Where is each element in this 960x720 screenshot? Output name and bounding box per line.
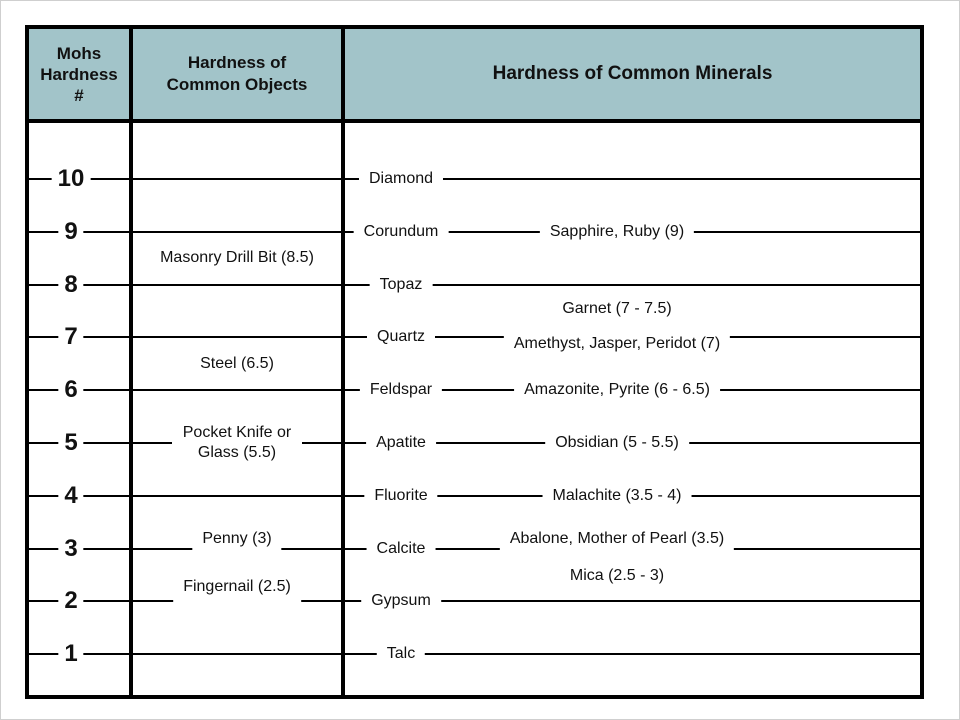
object-label: Penny (3) xyxy=(192,529,282,561)
related-mineral-label: Amazonite, Pyrite (6 - 6.5) xyxy=(514,380,720,401)
scale-tick-label: 4 xyxy=(58,482,84,509)
scale-tick-label: 1 xyxy=(58,641,84,668)
hardness-level-line xyxy=(29,283,920,286)
hardness-level-line xyxy=(29,653,920,656)
mineral-label: Quartz xyxy=(366,327,436,348)
header-common-objects: Hardness of Common Objects xyxy=(133,29,345,119)
scale-tick-label: 7 xyxy=(58,324,84,351)
scale-tick-label: 2 xyxy=(58,588,84,615)
hardness-level-line xyxy=(29,547,920,550)
mineral-label: Gypsum xyxy=(361,591,441,612)
related-mineral-label: Amethyst, Jasper, Peridot (7) xyxy=(503,334,731,354)
mineral-label: Corundum xyxy=(353,221,449,242)
related-mineral-label: Sapphire, Ruby (9) xyxy=(539,221,695,242)
header-common-minerals: Hardness of Common Minerals xyxy=(492,63,773,84)
mineral-label: Fluorite xyxy=(364,485,438,506)
chart-area: 10 9 8 7 6 5 4 3 2 1 Masonry Drill Bit (8.5) Steel … xyxy=(29,123,920,695)
hardness-level-line xyxy=(29,600,920,603)
scale-tick-label: 9 xyxy=(58,218,84,245)
header-row: Mohs Hardness # Hardness of Common Objec… xyxy=(29,29,920,123)
mineral-label: Apatite xyxy=(366,433,436,453)
related-mineral-label: Malachite (3.5 - 4) xyxy=(542,485,692,506)
hardness-level-line xyxy=(29,230,920,233)
object-label: Pocket Knife or Glass (5.5) xyxy=(172,423,302,463)
related-mineral-label: Garnet (7 - 7.5) xyxy=(552,299,682,319)
mineral-label: Feldspar xyxy=(359,380,443,401)
column-divider-scale-objects xyxy=(129,123,133,695)
scale-tick-label: 8 xyxy=(58,271,84,298)
object-label: Fingernail (2.5) xyxy=(173,577,301,609)
mineral-label: Diamond xyxy=(358,169,444,189)
object-label: Steel (6.5) xyxy=(190,354,284,374)
hardness-level-line xyxy=(29,178,920,180)
mineral-label: Topaz xyxy=(369,274,433,295)
column-divider-objects-minerals xyxy=(341,123,345,695)
scale-tick-label: 6 xyxy=(58,377,84,404)
chart-table: Mohs Hardness # Hardness of Common Objec… xyxy=(25,25,924,699)
scale-tick-label: 5 xyxy=(58,430,84,456)
related-mineral-label: Abalone, Mother of Pearl (3.5) xyxy=(499,529,735,561)
hardness-level-line xyxy=(29,389,920,392)
scale-tick-label: 3 xyxy=(58,535,84,562)
related-mineral-label: Mica (2.5 - 3) xyxy=(559,566,675,586)
header-mohs-hardness: Mohs Hardness # xyxy=(29,29,133,119)
object-label: Masonry Drill Bit (8.5) xyxy=(150,248,324,268)
mineral-label: Talc xyxy=(376,644,426,665)
hardness-level-line xyxy=(29,494,920,497)
hardness-level-line xyxy=(29,336,920,339)
related-mineral-label: Obsidian (5 - 5.5) xyxy=(545,433,689,453)
scale-tick-label: 10 xyxy=(51,166,91,192)
hardness-level-line xyxy=(29,442,920,444)
mineral-label: Calcite xyxy=(366,538,436,559)
